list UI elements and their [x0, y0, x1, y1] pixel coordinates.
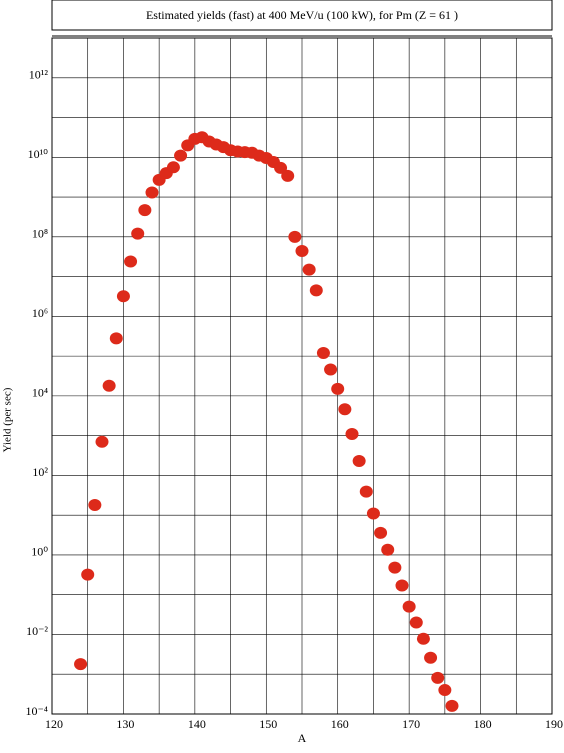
x-tick-label: 170: [402, 717, 420, 731]
data-point: [424, 651, 438, 664]
chart-title: Estimated yields (fast) at 400 MeV/u (10…: [146, 8, 458, 22]
data-point: [316, 346, 330, 359]
data-point: [438, 684, 452, 697]
data-point: [416, 632, 430, 645]
x-tick-label: 130: [116, 717, 134, 731]
y-tick-label: 10⁻²: [26, 624, 48, 638]
data-point: [366, 507, 380, 520]
data-point: [381, 543, 395, 556]
data-point: [145, 186, 159, 199]
title-box: [51, 0, 553, 31]
data-point: [359, 485, 373, 498]
y-tick-label: 10¹⁰: [28, 147, 49, 161]
y-tick-label: 10²: [32, 465, 48, 479]
data-point: [81, 568, 95, 581]
data-point: [124, 255, 138, 268]
data-point: [288, 230, 302, 243]
data-point: [388, 561, 402, 574]
x-axis-label: A: [298, 731, 307, 745]
data-point: [74, 658, 88, 671]
data-point: [345, 428, 359, 441]
data-point: [352, 455, 366, 468]
data-point: [302, 263, 316, 276]
data-point: [295, 245, 309, 258]
x-tick-label: 120: [45, 717, 63, 731]
data-point: [431, 671, 445, 684]
y-tick-label: 10⁸: [32, 227, 48, 241]
data-point: [116, 290, 130, 303]
data-point: [109, 332, 123, 345]
data-point: [338, 403, 352, 416]
data-point: [309, 284, 323, 297]
data-point: [445, 699, 459, 712]
x-tick-label: 150: [259, 717, 277, 731]
x-tick-label: 140: [188, 717, 206, 731]
y-tick-label: 10⁻⁴: [25, 704, 48, 718]
data-point: [102, 379, 116, 392]
data-point: [402, 600, 416, 613]
x-tick-label: 180: [474, 717, 492, 731]
data-point: [131, 227, 145, 240]
data-point: [374, 526, 388, 539]
y-axis-label: Yield (per sec): [2, 387, 14, 452]
data-point: [95, 435, 109, 448]
data-point: [395, 579, 409, 592]
data-point: [324, 363, 338, 376]
data-point: [88, 499, 102, 512]
data-point: [174, 149, 188, 162]
data-point: [409, 616, 423, 629]
data-point: [166, 161, 180, 174]
y-tick-label: 10¹²: [29, 68, 49, 82]
data-point: [274, 161, 288, 174]
x-tick-label: 160: [331, 717, 349, 731]
data-point: [331, 382, 345, 395]
y-tick-label: 10⁰: [31, 545, 48, 559]
data-point: [138, 204, 152, 217]
x-tick-label: 190: [545, 717, 563, 731]
data-point: [281, 169, 295, 182]
y-tick-label: 10⁶: [32, 306, 48, 320]
y-tick-label: 10⁴: [32, 386, 48, 400]
